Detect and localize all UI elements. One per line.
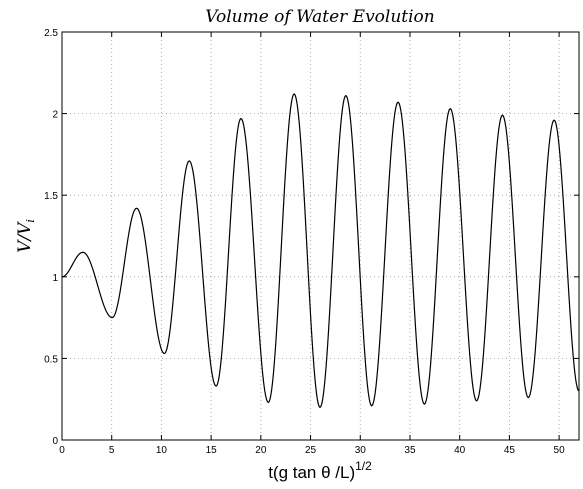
grid: [62, 32, 579, 440]
x-tick-label: 10: [156, 445, 168, 456]
x-tick-label: 5: [109, 445, 115, 456]
y-axis-label-main: V/V: [15, 221, 35, 253]
x-tick-label: 0: [59, 445, 65, 456]
series-line: [61, 93, 580, 409]
axis-ticks: 0 5 10 15 20 25 30 35 40 45 50 0 0.5 1 1.5 2 2.5: [44, 28, 579, 456]
y-tick-label: 2.5: [44, 28, 58, 39]
y-tick-label: 1: [52, 273, 58, 284]
x-tick-label: 15: [206, 445, 218, 456]
x-axis-label: t(g tan θ /L)1/2: [268, 459, 372, 482]
y-tick-label: 0: [52, 436, 58, 447]
y-axis-label: V/Vi: [15, 219, 37, 253]
x-axis-label-main: t(g tan θ /L): [268, 463, 355, 482]
x-tick-label: 45: [504, 445, 516, 456]
y-tick-label: 0.5: [44, 354, 58, 365]
x-tick-label: 30: [355, 445, 367, 456]
y-tick-label: 2: [52, 110, 58, 121]
x-tick-label: 20: [255, 445, 267, 456]
chart-title: Volume of Water Evolution: [205, 7, 435, 27]
y-axis-label-subscript: i: [24, 219, 37, 223]
x-tick-label: 40: [454, 445, 466, 456]
plot-frame: [61, 31, 580, 441]
x-axis-label-superscript: 1/2: [355, 459, 372, 473]
x-tick-label: 25: [305, 445, 317, 456]
x-tick-label: 35: [404, 445, 416, 456]
x-tick-label: 50: [554, 445, 566, 456]
y-tick-label: 1.5: [44, 191, 58, 202]
